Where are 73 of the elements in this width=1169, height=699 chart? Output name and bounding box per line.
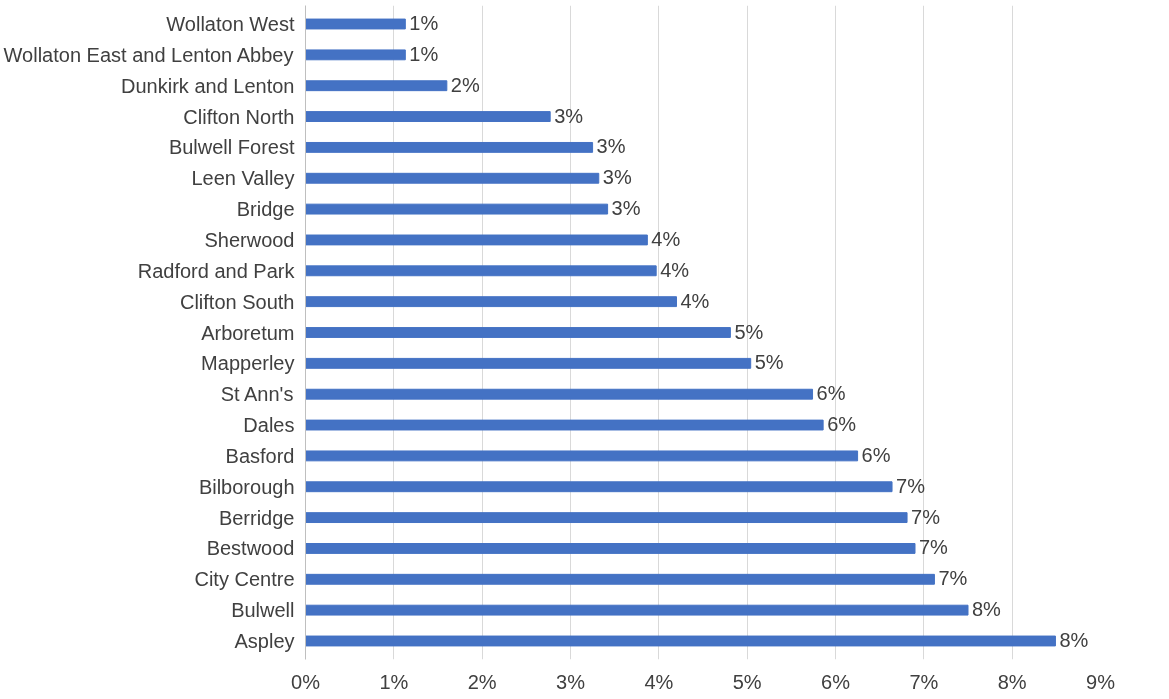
- data-label: 4%: [660, 258, 690, 281]
- y-tick-label: Arboretum: [201, 321, 295, 344]
- x-tick-label: 7%: [909, 670, 939, 693]
- data-label: 7%: [938, 567, 968, 590]
- y-tick-label: Dales: [243, 414, 295, 437]
- x-tick-label: 4%: [644, 670, 674, 693]
- bar: [305, 141, 594, 153]
- x-tick-label: 2%: [467, 670, 497, 693]
- y-tick-label: St Ann's: [220, 383, 294, 406]
- x-tick-label: 5%: [732, 670, 762, 693]
- x-tick-label: 0%: [291, 670, 321, 693]
- data-label: 5%: [754, 351, 784, 374]
- data-label: 1%: [409, 12, 439, 35]
- y-tick-label: Bulwell Forest: [168, 136, 295, 159]
- x-tick-label: 1%: [379, 670, 409, 693]
- bar: [305, 635, 1056, 647]
- x-tick-label: 6%: [821, 670, 851, 693]
- data-label: 6%: [816, 382, 846, 405]
- y-tick-label: Bestwood: [206, 537, 295, 560]
- bar: [305, 172, 600, 184]
- bar: [305, 543, 916, 554]
- y-tick-label: Sherwood: [204, 228, 295, 251]
- y-tick-label: Leen Valley: [191, 167, 295, 190]
- data-label: 7%: [896, 474, 926, 497]
- data-label: 3%: [611, 197, 641, 220]
- y-tick-label: Mapperley: [201, 352, 295, 375]
- data-label: 7%: [919, 536, 949, 559]
- y-tick-label: Bilborough: [198, 475, 295, 498]
- y-tick-label: Berridge: [218, 506, 295, 529]
- bar: [305, 18, 406, 30]
- data-label: 4%: [651, 227, 681, 250]
- data-label: 8%: [972, 598, 1002, 621]
- data-label: 8%: [1059, 628, 1089, 651]
- y-tick-label: Wollaton West: [166, 13, 295, 36]
- data-label: 3%: [554, 104, 584, 127]
- data-label: 3%: [596, 135, 626, 158]
- data-label: 1%: [409, 42, 439, 65]
- y-tick-label: Aspley: [234, 629, 295, 652]
- bar: [305, 265, 657, 277]
- bar: [305, 512, 908, 524]
- y-tick-label: Dunkirk and Lenton: [121, 74, 295, 97]
- data-label: 5%: [734, 320, 764, 343]
- bar: [305, 327, 731, 338]
- bar: [305, 234, 648, 246]
- bar: [305, 450, 859, 462]
- bar: [305, 357, 752, 369]
- bar: [305, 481, 893, 493]
- bar: [305, 80, 448, 92]
- y-tick-label: Clifton South: [179, 290, 295, 313]
- y-tick-label: Bulwell: [231, 599, 295, 622]
- y-tick-label: Radford and Park: [137, 259, 296, 282]
- y-tick-label: Bridge: [236, 198, 295, 221]
- bar: [305, 203, 609, 215]
- data-label: 4%: [680, 289, 710, 312]
- data-label: 6%: [827, 413, 857, 436]
- bar: [305, 111, 551, 122]
- bar: [305, 573, 935, 585]
- bar: [305, 49, 406, 61]
- data-label: 7%: [911, 505, 941, 528]
- x-tick-label: 9%: [1086, 670, 1116, 693]
- data-label: 6%: [861, 443, 891, 466]
- bar: [305, 388, 814, 400]
- x-tick-label: 8%: [997, 670, 1027, 693]
- bar: [305, 296, 677, 308]
- y-tick-label: Wollaton East and Lenton Abbey: [3, 43, 294, 66]
- y-tick-label: City Centre: [194, 568, 295, 591]
- data-label: 2%: [450, 73, 480, 96]
- y-tick-label: Basford: [225, 444, 295, 467]
- x-tick-label: 3%: [556, 670, 586, 693]
- y-tick-label: Clifton North: [183, 105, 295, 128]
- bar: [305, 604, 969, 616]
- bar: [305, 419, 824, 431]
- data-label: 3%: [602, 166, 632, 189]
